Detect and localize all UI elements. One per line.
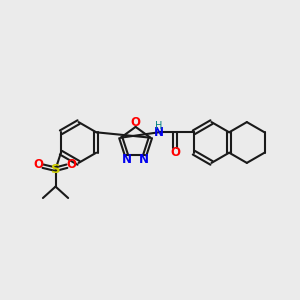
Text: H: H	[155, 121, 162, 131]
Text: O: O	[34, 158, 44, 171]
Text: N: N	[154, 126, 164, 139]
Text: N: N	[122, 153, 132, 167]
Text: O: O	[130, 116, 141, 129]
Text: O: O	[66, 158, 76, 171]
Text: N: N	[139, 153, 149, 167]
Text: S: S	[51, 163, 60, 176]
Text: O: O	[170, 146, 180, 159]
